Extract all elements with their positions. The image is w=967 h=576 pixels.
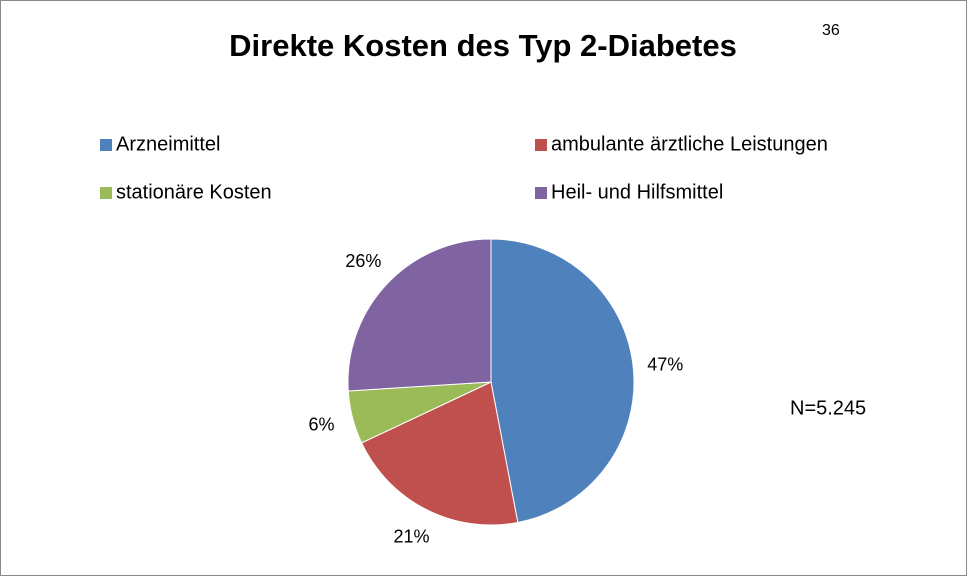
legend-swatch [100, 187, 112, 199]
data-label: 21% [394, 527, 430, 547]
annotation: N=5.245 [790, 397, 866, 419]
legend-label: ambulante ärztliche Leistungen [551, 133, 828, 155]
title-superscript: 36 [822, 22, 840, 39]
legend-swatch [100, 139, 112, 151]
chart-title: Direkte Kosten des Typ 2-Diabetes [229, 28, 737, 63]
legend-label: Arzneimittel [116, 133, 220, 155]
pie-slice [490, 238, 635, 524]
legend-swatch [535, 139, 547, 151]
pie-slice [360, 381, 519, 526]
pie-slice [347, 238, 492, 392]
data-label: 6% [308, 414, 334, 434]
data-label: 26% [345, 251, 381, 271]
legend-label: Heil- und Hilfsmittel [551, 181, 723, 203]
data-label: 47% [647, 354, 683, 374]
legend-swatch [535, 187, 547, 199]
legend-label: stationäre Kosten [116, 181, 272, 203]
